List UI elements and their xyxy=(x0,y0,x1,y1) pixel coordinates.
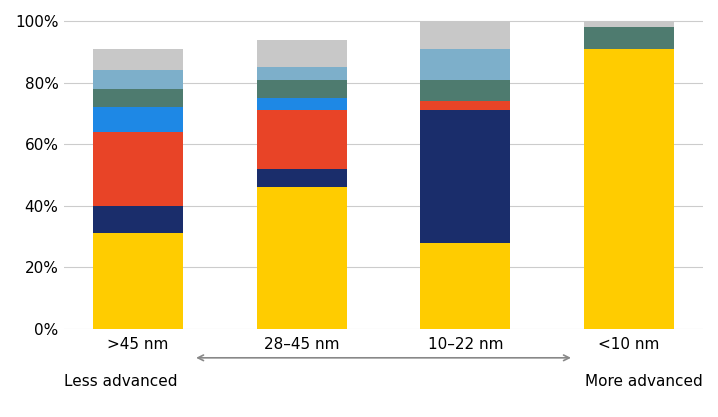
Bar xyxy=(93,132,183,206)
Bar xyxy=(257,40,347,67)
Text: Less advanced: Less advanced xyxy=(64,374,177,389)
Bar xyxy=(93,107,183,132)
Bar xyxy=(420,111,510,243)
Bar xyxy=(93,233,183,329)
Bar xyxy=(420,101,510,111)
Bar xyxy=(584,27,674,49)
Bar xyxy=(584,21,674,27)
Bar xyxy=(420,80,510,101)
Bar xyxy=(257,80,347,98)
Bar xyxy=(257,111,347,169)
Bar xyxy=(93,70,183,89)
Text: More advanced: More advanced xyxy=(585,374,703,389)
Bar xyxy=(584,49,674,329)
Bar xyxy=(257,187,347,329)
Bar xyxy=(93,89,183,107)
Bar xyxy=(420,243,510,329)
Bar xyxy=(93,49,183,70)
Bar xyxy=(257,67,347,80)
Bar xyxy=(257,98,347,111)
Bar xyxy=(420,49,510,80)
Bar xyxy=(93,206,183,233)
Bar xyxy=(420,21,510,49)
Bar xyxy=(257,169,347,187)
